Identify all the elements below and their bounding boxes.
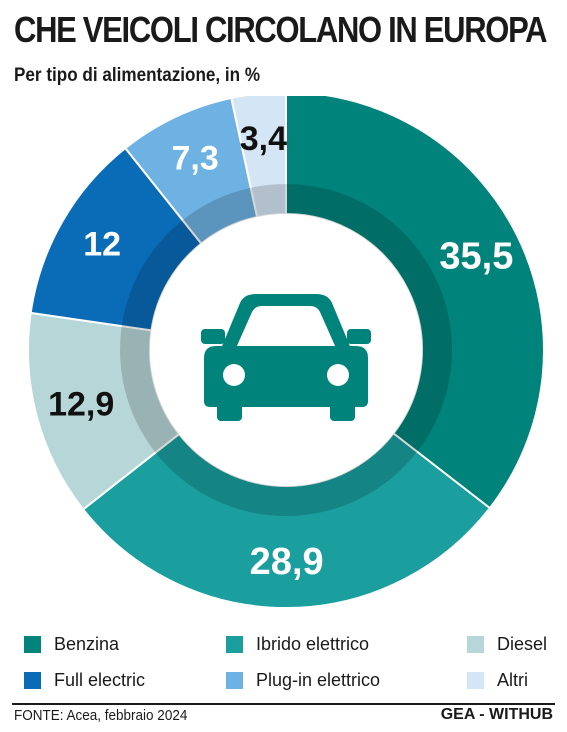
source-note: FONTE: Acea, febbraio 2024: [14, 707, 188, 724]
inner-ring-diesel: [119, 326, 180, 453]
legend-label: Diesel: [497, 634, 548, 654]
slice-label-altri: 3,4: [240, 120, 287, 158]
slice-labels: 35,5 28,9 12,9 12 7,3 3,4: [48, 120, 513, 583]
slice-label-benzina: 35,5: [439, 236, 513, 278]
legend-label: Altri: [497, 670, 528, 690]
inner-ring-altri: [250, 184, 286, 218]
legend-swatch: [24, 636, 41, 653]
inner-ring-ibrido-elettrico: [155, 433, 418, 516]
inner-ring-full-electric: [121, 220, 202, 331]
chart-title: CHE VEICOLI CIRCOLANO IN EUROPA: [14, 9, 548, 50]
slice-label-full-electric: 12: [83, 225, 121, 263]
legend-item-altri: Altri: [467, 670, 528, 691]
inner-ring-benzina: [286, 184, 453, 452]
donut-inner-ring: [119, 184, 453, 516]
legend-item-benzina: Benzina: [24, 634, 119, 655]
slice-label-ibrido-elettrico: 28,9: [250, 541, 324, 583]
slice-label-plug-in-elettrico: 7,3: [171, 139, 218, 177]
legend-swatch: [226, 672, 243, 689]
legend-item-plug-in-elettrico: Plug-in elettrico: [226, 670, 380, 691]
legend-swatch: [467, 636, 484, 653]
slice-label-diesel: 12,9: [48, 386, 114, 424]
legend-label: Plug-in elettrico: [256, 670, 381, 690]
chart-subtitle: Per tipo di alimentazione, in %: [14, 65, 261, 86]
legend-label: Ibrido elettrico: [256, 634, 370, 654]
legend-swatch: [467, 672, 484, 689]
donut-chart: 35,5 28,9 12,9 12 7,3 3,4: [27, 96, 545, 609]
legend-label: Benzina: [54, 634, 120, 654]
inner-ring-plug-in-elettrico: [182, 187, 258, 244]
donut-slices: [27, 96, 545, 609]
legend-swatch: [226, 636, 243, 653]
footer-divider: [12, 703, 555, 705]
legend-label: Full electric: [54, 670, 146, 690]
legend-swatch: [24, 672, 41, 689]
legend-item-diesel: Diesel: [467, 634, 547, 655]
brand-logo: GEA - WITHUB: [440, 706, 553, 723]
legend-item-ibrido-elettrico: Ibrido elettrico: [226, 634, 369, 655]
legend-item-full-electric: Full electric: [24, 670, 145, 691]
car-icon: [201, 294, 371, 421]
